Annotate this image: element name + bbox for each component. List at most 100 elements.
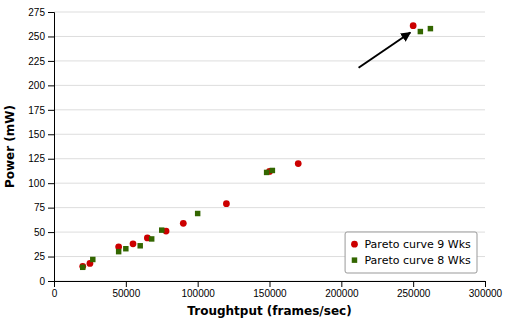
tick-mark	[48, 232, 54, 233]
tick-label: 175	[28, 105, 45, 116]
legend-box	[345, 232, 477, 273]
tick-mark	[48, 159, 54, 160]
legend: Pareto curve 9 Wks Pareto curve 8 Wks	[345, 232, 477, 273]
legend-item: Pareto curve 9 Wks	[351, 238, 471, 251]
point	[180, 220, 187, 227]
tick-label: 0	[52, 288, 58, 299]
tick-mark	[198, 281, 199, 287]
tick: 275	[28, 7, 54, 18]
tick-label: 225	[28, 56, 45, 67]
grid-line	[54, 12, 485, 13]
point	[195, 211, 200, 216]
tick-mark	[341, 281, 342, 287]
tick-mark	[270, 281, 271, 287]
tick: 100000	[181, 281, 215, 299]
tick-label: 0	[39, 276, 45, 287]
tick-mark	[48, 281, 54, 282]
y-grid	[54, 12, 485, 281]
point	[159, 227, 164, 232]
grid-line	[54, 109, 485, 110]
tick: 0	[52, 281, 58, 299]
point	[410, 22, 417, 29]
grid-line	[54, 134, 485, 135]
grid-line	[54, 60, 485, 61]
x-axis: 0 50000 100000 150000 200000 250000 300000	[52, 281, 503, 299]
tick-mark	[126, 281, 127, 287]
tick: 50	[34, 227, 54, 238]
tick-label: 300000	[469, 288, 503, 299]
legend-symbol	[351, 241, 358, 248]
tick: 250000	[397, 281, 431, 299]
tick-mark	[48, 183, 54, 184]
tick: 125	[28, 153, 54, 164]
point	[130, 240, 137, 247]
y-axis: 0 25 50 75 100 125 150 175 200 225 250 275	[28, 7, 54, 287]
point	[270, 168, 275, 173]
point	[295, 160, 302, 167]
tick-mark	[48, 134, 54, 135]
tick-mark	[485, 281, 486, 287]
tick: 300000	[469, 281, 503, 299]
grid-line	[54, 207, 485, 208]
tick-label: 150	[28, 129, 45, 140]
tick-mark	[48, 61, 54, 62]
tick-label: 250000	[397, 288, 431, 299]
tick: 175	[28, 105, 54, 116]
tick-label: 200000	[325, 288, 359, 299]
tick-mark	[413, 281, 414, 287]
axis-line	[55, 282, 486, 288]
legend-label: Pareto curve 8 Wks	[364, 254, 471, 267]
tick-label: 25	[34, 251, 46, 262]
point	[149, 236, 154, 241]
point	[428, 26, 433, 31]
point	[79, 263, 86, 270]
tick: 200	[28, 80, 54, 91]
tick-mark	[48, 257, 54, 258]
axis-line	[48, 13, 55, 282]
tick-label: 125	[28, 153, 45, 164]
point	[137, 243, 142, 248]
x-axis-title: Troughtput (frames/sec)	[187, 304, 351, 318]
point	[80, 265, 85, 270]
point	[223, 200, 230, 207]
legend-item: Pareto curve 8 Wks	[352, 254, 471, 267]
tick-label: 50	[34, 227, 46, 238]
tick: 50000	[112, 281, 140, 299]
tick-label: 275	[28, 7, 45, 18]
tick: 0	[39, 276, 54, 287]
point	[418, 29, 423, 34]
arrow	[359, 33, 411, 68]
tick-label: 100000	[181, 288, 215, 299]
tick: 200000	[325, 281, 359, 299]
tick-mark	[48, 85, 54, 86]
point	[123, 246, 128, 251]
tick: 250	[28, 31, 54, 42]
tick-label: 200	[28, 80, 45, 91]
point	[90, 257, 95, 262]
point	[116, 249, 121, 254]
tick-label: 250	[28, 31, 45, 42]
tick-label: 150000	[253, 288, 287, 299]
tick: 225	[28, 56, 54, 67]
grid-line	[54, 36, 485, 37]
tick-mark	[48, 36, 54, 37]
y-axis-title: Power (mW)	[3, 105, 17, 188]
chart: 0 50000 100000 150000 200000 250000 300000 0 25 5…	[0, 0, 507, 323]
tick-label: 75	[34, 202, 46, 213]
tick: 150000	[253, 281, 287, 299]
tick-mark	[48, 12, 54, 13]
tick: 75	[34, 202, 54, 213]
tick: 25	[34, 251, 54, 262]
tick-label: 100	[28, 178, 45, 189]
legend-symbol	[352, 257, 357, 262]
grid-line	[54, 85, 485, 86]
legend-label: Pareto curve 9 Wks	[364, 238, 471, 251]
grid-line	[54, 158, 485, 159]
tick-label: 50000	[112, 288, 140, 299]
tick: 150	[28, 129, 54, 140]
grid-line	[54, 183, 485, 184]
point	[264, 170, 269, 175]
tick-mark	[48, 208, 54, 209]
tick: 100	[28, 178, 54, 189]
plot: 0 50000 100000 150000 200000 250000 300000 0 25 5…	[28, 7, 502, 299]
